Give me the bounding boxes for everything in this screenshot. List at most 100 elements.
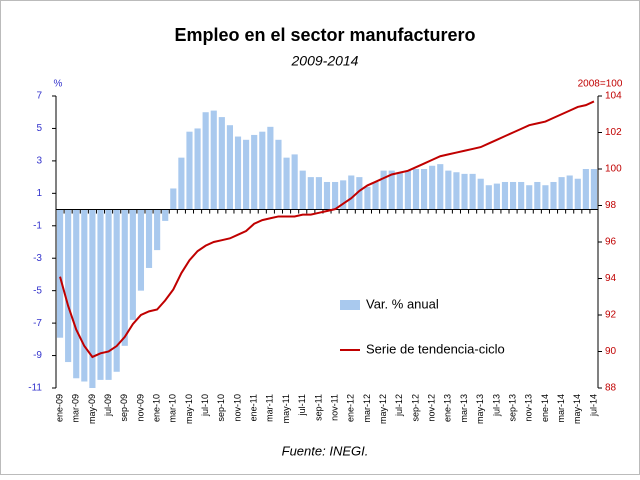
bar [210, 110, 217, 210]
bar [412, 169, 420, 210]
x-tick-label: jul-13 [491, 394, 501, 417]
bar [129, 209, 136, 320]
x-tick-label: jul-11 [297, 394, 307, 416]
x-tick-label: ene-10 [151, 394, 161, 422]
x-tick-label: nov-10 [232, 394, 242, 422]
bar [566, 175, 573, 210]
y2-tick-label: 96 [605, 237, 617, 248]
legend-label: Var. % anual [366, 296, 439, 311]
x-tick-label: sep-10 [216, 394, 226, 422]
legend-label: Serie de tendencia-ciclo [366, 341, 505, 356]
y2-tick-label: 92 [605, 310, 617, 321]
bar [97, 209, 104, 380]
bar [404, 170, 411, 210]
bar [307, 177, 314, 210]
x-tick-label: nov-13 [524, 394, 534, 422]
x-tick-label: may-10 [184, 394, 194, 424]
bar [283, 157, 290, 210]
bar [113, 209, 120, 372]
y-tick-label: -9 [33, 350, 42, 361]
x-tick-label: sep-11 [313, 394, 323, 421]
bar [154, 209, 161, 251]
y2-tick-label: 90 [605, 346, 617, 357]
trend-line [59, 100, 595, 359]
x-tick-label: ene-13 [443, 394, 453, 422]
bar [121, 209, 128, 346]
bar [526, 185, 533, 210]
bar [267, 126, 274, 210]
x-tick-label: jul-10 [200, 394, 210, 417]
bar [493, 183, 500, 210]
bar [590, 169, 598, 210]
bar [364, 186, 371, 210]
y-tick-label: -1 [33, 220, 42, 231]
bar [323, 181, 331, 210]
x-tick-label: sep-13 [507, 394, 517, 422]
bar [534, 181, 541, 210]
bar [251, 134, 258, 210]
bar [356, 177, 363, 210]
bar [461, 173, 468, 210]
bar [542, 185, 549, 210]
bar [65, 209, 72, 363]
y-tick-label: 1 [36, 188, 42, 199]
y2-tick-label: 98 [605, 200, 617, 211]
bar [299, 170, 306, 210]
legend-swatch [340, 300, 360, 310]
bar [372, 181, 379, 210]
bar [73, 209, 80, 379]
y-tick-label: 7 [36, 91, 42, 102]
bar [509, 181, 517, 210]
x-tick-label: nov-09 [135, 394, 145, 422]
x-tick-label: nov-11 [329, 394, 339, 421]
bar [137, 209, 145, 291]
x-tick-label: ene-14 [540, 394, 550, 422]
bar [388, 170, 395, 210]
bar [105, 209, 112, 380]
x-tick-label: may-11 [281, 394, 291, 423]
x-tick-label: mar-14 [556, 394, 566, 423]
x-tick-label: jul-09 [103, 394, 113, 417]
bar [550, 181, 557, 210]
y2-tick-label: 104 [605, 91, 622, 102]
bar [445, 170, 452, 210]
bar [186, 131, 193, 210]
bar [202, 112, 209, 210]
bar [275, 139, 282, 210]
x-tick-label: may-09 [87, 394, 97, 424]
chart-subtitle: 2009-2014 [291, 53, 359, 69]
x-tick-label: mar-10 [168, 394, 178, 423]
bar [194, 128, 201, 210]
bar [469, 173, 476, 210]
bar [178, 157, 185, 210]
y-tick-label: 5 [36, 123, 42, 134]
x-tick-label: jul-12 [394, 394, 404, 417]
bar [56, 209, 64, 338]
x-tick-label: mar-13 [459, 394, 469, 423]
bar [89, 209, 96, 388]
bar [501, 181, 509, 210]
bar [234, 136, 242, 210]
bar [145, 209, 153, 268]
x-tick-label: sep-09 [119, 394, 129, 422]
x-tick-label: may-14 [572, 394, 582, 424]
bar [291, 154, 298, 210]
bar [348, 175, 355, 210]
bar [380, 170, 387, 210]
bar [315, 177, 322, 210]
bar [162, 209, 169, 221]
bar [396, 172, 403, 210]
y-tick-label: -3 [33, 253, 42, 264]
bar [332, 181, 339, 210]
bar [582, 169, 589, 210]
y-axis-label: % [54, 79, 63, 90]
x-tick-label: nov-12 [427, 394, 437, 422]
y2-tick-label: 100 [605, 164, 622, 175]
y2-tick-label: 94 [605, 273, 617, 284]
bar [485, 185, 492, 210]
y2-axis-label: 2008=100 [578, 79, 623, 90]
bar [574, 178, 581, 210]
bar [437, 164, 444, 210]
bar [170, 188, 177, 210]
